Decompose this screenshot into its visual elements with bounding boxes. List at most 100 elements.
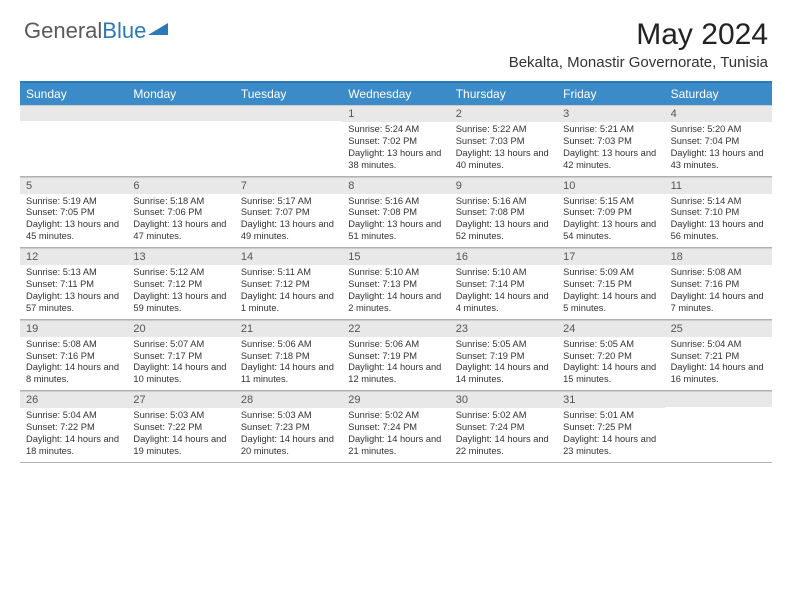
calendar-cell: 3Sunrise: 5:21 AMSunset: 7:03 PMDaylight… <box>557 105 664 176</box>
calendar-cell: 28Sunrise: 5:03 AMSunset: 7:23 PMDayligh… <box>235 391 342 462</box>
weekday-header: Saturday <box>665 83 772 105</box>
calendar-week-row: 19Sunrise: 5:08 AMSunset: 7:16 PMDayligh… <box>20 320 772 392</box>
day-details <box>235 121 342 171</box>
day-details: Sunrise: 5:12 AMSunset: 7:12 PMDaylight:… <box>127 265 234 319</box>
day-number: 25 <box>665 320 772 337</box>
calendar-cell: 14Sunrise: 5:11 AMSunset: 7:12 PMDayligh… <box>235 248 342 319</box>
day-number: 21 <box>235 320 342 337</box>
weekday-header: Wednesday <box>342 83 449 105</box>
calendar-cell: 31Sunrise: 5:01 AMSunset: 7:25 PMDayligh… <box>557 391 664 462</box>
calendar-cell: 29Sunrise: 5:02 AMSunset: 7:24 PMDayligh… <box>342 391 449 462</box>
calendar-week-row: 5Sunrise: 5:19 AMSunset: 7:05 PMDaylight… <box>20 177 772 249</box>
day-details: Sunrise: 5:13 AMSunset: 7:11 PMDaylight:… <box>20 265 127 319</box>
logo: GeneralBlue <box>24 18 168 44</box>
calendar-cell: 8Sunrise: 5:16 AMSunset: 7:08 PMDaylight… <box>342 177 449 248</box>
calendar-cell: 7Sunrise: 5:17 AMSunset: 7:07 PMDaylight… <box>235 177 342 248</box>
calendar-cell: 17Sunrise: 5:09 AMSunset: 7:15 PMDayligh… <box>557 248 664 319</box>
calendar-cell: 4Sunrise: 5:20 AMSunset: 7:04 PMDaylight… <box>665 105 772 176</box>
day-number: 6 <box>127 177 234 194</box>
day-details <box>127 121 234 171</box>
calendar-cell: 10Sunrise: 5:15 AMSunset: 7:09 PMDayligh… <box>557 177 664 248</box>
day-details: Sunrise: 5:05 AMSunset: 7:20 PMDaylight:… <box>557 337 664 391</box>
day-details: Sunrise: 5:17 AMSunset: 7:07 PMDaylight:… <box>235 194 342 248</box>
day-details: Sunrise: 5:07 AMSunset: 7:17 PMDaylight:… <box>127 337 234 391</box>
calendar-cell: 12Sunrise: 5:13 AMSunset: 7:11 PMDayligh… <box>20 248 127 319</box>
day-number <box>665 391 772 407</box>
day-number: 22 <box>342 320 449 337</box>
day-details: Sunrise: 5:09 AMSunset: 7:15 PMDaylight:… <box>557 265 664 319</box>
day-number: 13 <box>127 248 234 265</box>
page-header: GeneralBlue May 2024 Bekalta, Monastir G… <box>0 0 792 75</box>
day-details: Sunrise: 5:03 AMSunset: 7:23 PMDaylight:… <box>235 408 342 462</box>
day-number: 24 <box>557 320 664 337</box>
calendar-cell: 15Sunrise: 5:10 AMSunset: 7:13 PMDayligh… <box>342 248 449 319</box>
calendar-cell <box>20 105 127 176</box>
title-block: May 2024 Bekalta, Monastir Governorate, … <box>509 18 768 71</box>
day-details: Sunrise: 5:08 AMSunset: 7:16 PMDaylight:… <box>665 265 772 319</box>
calendar-cell: 9Sunrise: 5:16 AMSunset: 7:08 PMDaylight… <box>450 177 557 248</box>
day-details: Sunrise: 5:03 AMSunset: 7:22 PMDaylight:… <box>127 408 234 462</box>
day-details: Sunrise: 5:08 AMSunset: 7:16 PMDaylight:… <box>20 337 127 391</box>
day-number: 19 <box>20 320 127 337</box>
day-number: 26 <box>20 391 127 408</box>
weekday-header: Monday <box>127 83 234 105</box>
day-details: Sunrise: 5:14 AMSunset: 7:10 PMDaylight:… <box>665 194 772 248</box>
day-details: Sunrise: 5:15 AMSunset: 7:09 PMDaylight:… <box>557 194 664 248</box>
calendar-cell: 20Sunrise: 5:07 AMSunset: 7:17 PMDayligh… <box>127 320 234 391</box>
day-details: Sunrise: 5:02 AMSunset: 7:24 PMDaylight:… <box>450 408 557 462</box>
day-number: 2 <box>450 105 557 122</box>
calendar-cell: 22Sunrise: 5:06 AMSunset: 7:19 PMDayligh… <box>342 320 449 391</box>
calendar-cell: 5Sunrise: 5:19 AMSunset: 7:05 PMDaylight… <box>20 177 127 248</box>
day-number: 16 <box>450 248 557 265</box>
calendar-week-row: 1Sunrise: 5:24 AMSunset: 7:02 PMDaylight… <box>20 105 772 177</box>
calendar-cell: 18Sunrise: 5:08 AMSunset: 7:16 PMDayligh… <box>665 248 772 319</box>
day-details: Sunrise: 5:10 AMSunset: 7:14 PMDaylight:… <box>450 265 557 319</box>
day-number: 8 <box>342 177 449 194</box>
calendar-cell: 11Sunrise: 5:14 AMSunset: 7:10 PMDayligh… <box>665 177 772 248</box>
day-number <box>235 105 342 121</box>
day-number: 7 <box>235 177 342 194</box>
day-details: Sunrise: 5:16 AMSunset: 7:08 PMDaylight:… <box>450 194 557 248</box>
weekday-header: Tuesday <box>235 83 342 105</box>
calendar-cell <box>235 105 342 176</box>
calendar-cell: 21Sunrise: 5:06 AMSunset: 7:18 PMDayligh… <box>235 320 342 391</box>
day-number: 15 <box>342 248 449 265</box>
day-details <box>20 121 127 171</box>
day-number: 10 <box>557 177 664 194</box>
calendar-cell <box>127 105 234 176</box>
weekday-header: Sunday <box>20 83 127 105</box>
day-details: Sunrise: 5:01 AMSunset: 7:25 PMDaylight:… <box>557 408 664 462</box>
calendar-cell: 19Sunrise: 5:08 AMSunset: 7:16 PMDayligh… <box>20 320 127 391</box>
logo-triangle-icon <box>148 21 168 42</box>
month-title: May 2024 <box>509 18 768 52</box>
calendar-cell: 6Sunrise: 5:18 AMSunset: 7:06 PMDaylight… <box>127 177 234 248</box>
calendar-cell: 24Sunrise: 5:05 AMSunset: 7:20 PMDayligh… <box>557 320 664 391</box>
day-details: Sunrise: 5:24 AMSunset: 7:02 PMDaylight:… <box>342 122 449 176</box>
day-number: 28 <box>235 391 342 408</box>
day-number: 20 <box>127 320 234 337</box>
day-details: Sunrise: 5:18 AMSunset: 7:06 PMDaylight:… <box>127 194 234 248</box>
weekday-header-row: SundayMondayTuesdayWednesdayThursdayFrid… <box>20 83 772 105</box>
day-number: 17 <box>557 248 664 265</box>
weekday-header: Thursday <box>450 83 557 105</box>
day-number: 11 <box>665 177 772 194</box>
day-number: 29 <box>342 391 449 408</box>
day-number: 9 <box>450 177 557 194</box>
calendar-week-row: 26Sunrise: 5:04 AMSunset: 7:22 PMDayligh… <box>20 391 772 463</box>
calendar-cell: 23Sunrise: 5:05 AMSunset: 7:19 PMDayligh… <box>450 320 557 391</box>
day-number: 4 <box>665 105 772 122</box>
day-details: Sunrise: 5:20 AMSunset: 7:04 PMDaylight:… <box>665 122 772 176</box>
day-number: 31 <box>557 391 664 408</box>
day-details: Sunrise: 5:05 AMSunset: 7:19 PMDaylight:… <box>450 337 557 391</box>
weekday-header: Friday <box>557 83 664 105</box>
day-number: 14 <box>235 248 342 265</box>
calendar-cell: 26Sunrise: 5:04 AMSunset: 7:22 PMDayligh… <box>20 391 127 462</box>
day-details: Sunrise: 5:06 AMSunset: 7:18 PMDaylight:… <box>235 337 342 391</box>
day-number: 5 <box>20 177 127 194</box>
day-number: 23 <box>450 320 557 337</box>
day-details: Sunrise: 5:16 AMSunset: 7:08 PMDaylight:… <box>342 194 449 248</box>
calendar-cell: 2Sunrise: 5:22 AMSunset: 7:03 PMDaylight… <box>450 105 557 176</box>
day-details: Sunrise: 5:06 AMSunset: 7:19 PMDaylight:… <box>342 337 449 391</box>
day-details <box>665 407 772 457</box>
day-details: Sunrise: 5:11 AMSunset: 7:12 PMDaylight:… <box>235 265 342 319</box>
